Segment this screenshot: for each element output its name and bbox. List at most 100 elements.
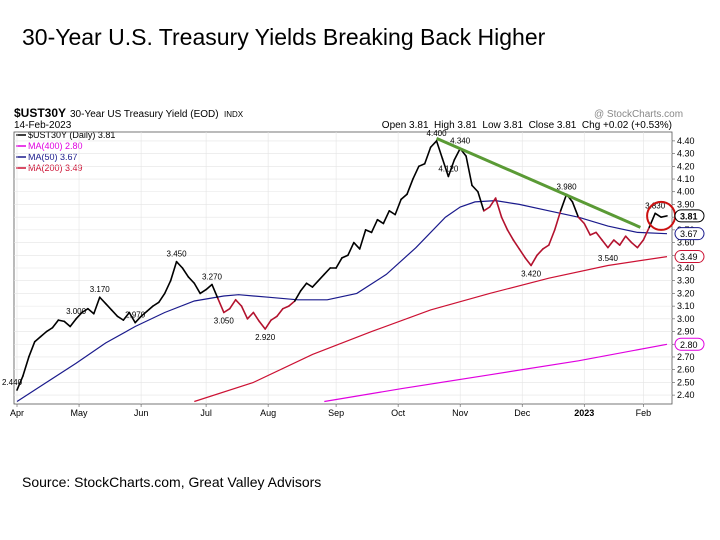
price-segment — [205, 283, 213, 291]
price-segment — [282, 305, 290, 310]
ma400-line — [324, 343, 668, 403]
price-segment — [506, 229, 515, 241]
price-segment — [16, 375, 24, 391]
price-segment — [548, 229, 556, 246]
y-tick-label: 3.40 — [677, 263, 695, 273]
price-segment — [240, 305, 249, 320]
ma50-line — [16, 199, 668, 403]
legend-label: MA(200) 3.49 — [28, 163, 83, 173]
y-tick-label: 4.00 — [677, 187, 695, 197]
price-segment — [571, 201, 580, 218]
price-segment — [559, 193, 568, 212]
y-tick-label: 2.40 — [677, 390, 695, 400]
price-segment — [435, 140, 444, 160]
value-annotation: 3.170 — [90, 285, 111, 294]
price-segment — [500, 216, 509, 231]
price-segment — [175, 260, 184, 269]
chart-description: 30-Year US Treasury Yield (EOD) — [70, 109, 219, 120]
price-segment — [353, 241, 361, 250]
price-segment — [530, 254, 538, 267]
price-segment — [323, 267, 331, 276]
value-annotation: 2.970 — [125, 311, 146, 320]
series-layer — [16, 136, 668, 403]
price-segment — [270, 315, 278, 321]
price-segment — [158, 292, 166, 304]
price-segment — [293, 290, 302, 302]
y-tick-label: 3.30 — [677, 276, 695, 286]
price-segment — [134, 315, 142, 324]
chart-symbol: $UST30Y — [14, 106, 66, 120]
price-segment — [423, 146, 432, 165]
x-tick-label: Aug — [260, 408, 276, 418]
y-tick-label: 2.50 — [677, 377, 695, 387]
x-tick-label: 2023 — [574, 408, 594, 418]
legend-label: MA(400) 2.80 — [28, 141, 83, 151]
y-tick-label: 3.00 — [677, 314, 695, 324]
price-segment — [370, 218, 379, 234]
price-segment — [234, 298, 243, 307]
downtrend-line — [435, 136, 642, 229]
y-tick-label: 3.60 — [677, 238, 695, 248]
price-segment — [146, 305, 154, 313]
price-segment — [518, 248, 526, 259]
price-segment — [39, 330, 48, 338]
price-segment — [51, 319, 60, 329]
price-segment — [642, 226, 651, 241]
slide-title: 30-Year U.S. Treasury Yields Breaking Ba… — [22, 24, 546, 50]
price-segment — [465, 155, 473, 187]
price-segment — [152, 301, 160, 307]
chart-watermark: @ StockCharts.com — [594, 109, 683, 120]
chart-ohlc: Open 3.81 High 3.81 Low 3.81 Close 3.81 … — [382, 120, 672, 131]
legend-label: MA(50) 3.67 — [28, 152, 78, 162]
price-segment — [199, 288, 207, 295]
price-segment — [264, 319, 272, 330]
x-tick-label: Sep — [328, 408, 344, 418]
price-segment — [441, 157, 450, 178]
price-segment — [613, 239, 621, 246]
price-segment — [400, 193, 408, 201]
y-tick-label: 4.20 — [677, 161, 695, 171]
price-segment — [311, 279, 320, 288]
price-segment — [228, 298, 237, 310]
y-tick-label: 3.10 — [677, 301, 695, 311]
chart-date: 14-Feb-2023 — [14, 120, 72, 131]
price-segment — [471, 184, 479, 193]
price-segment — [276, 307, 284, 318]
y-tick-label: 3.90 — [677, 199, 695, 209]
y-tick-label: 4.30 — [677, 149, 695, 159]
value-annotation: 4.340 — [450, 137, 471, 146]
price-segment — [128, 311, 136, 324]
value-annotation: 3.420 — [521, 269, 542, 278]
price-segment — [140, 310, 148, 318]
x-tick-label: Nov — [452, 408, 469, 418]
value-annotation: 3.980 — [557, 182, 578, 191]
price-segment — [577, 216, 586, 225]
price-segment — [93, 296, 101, 315]
value-annotation: 3.270 — [202, 273, 223, 282]
price-segment — [488, 197, 497, 208]
price-segment — [211, 283, 219, 300]
y-tick-label: 2.60 — [677, 365, 695, 375]
price-segment — [163, 279, 172, 295]
x-tick-label: Feb — [636, 408, 652, 418]
annotation-layer: 2.440 3.170 3.000 2.970 3.450 3.270 3.050 2.920… — [2, 129, 677, 387]
price-segment — [589, 231, 597, 236]
price-segment — [69, 318, 77, 328]
price-segment — [406, 178, 414, 196]
price-segment — [193, 282, 201, 295]
price-segment — [81, 307, 89, 314]
price-segment — [87, 307, 95, 315]
value-annotation: 3.000 — [66, 307, 87, 316]
price-segment — [654, 212, 662, 218]
price-segment — [477, 190, 485, 212]
y-tick-label: 4.40 — [677, 136, 695, 146]
price-segment — [429, 140, 438, 149]
price-segment — [305, 282, 314, 288]
price-segment — [601, 239, 609, 249]
price-segment — [75, 311, 83, 320]
price-segment — [57, 319, 66, 323]
price-segment — [394, 198, 402, 216]
price-segment — [288, 300, 296, 307]
price-segment — [335, 257, 343, 269]
